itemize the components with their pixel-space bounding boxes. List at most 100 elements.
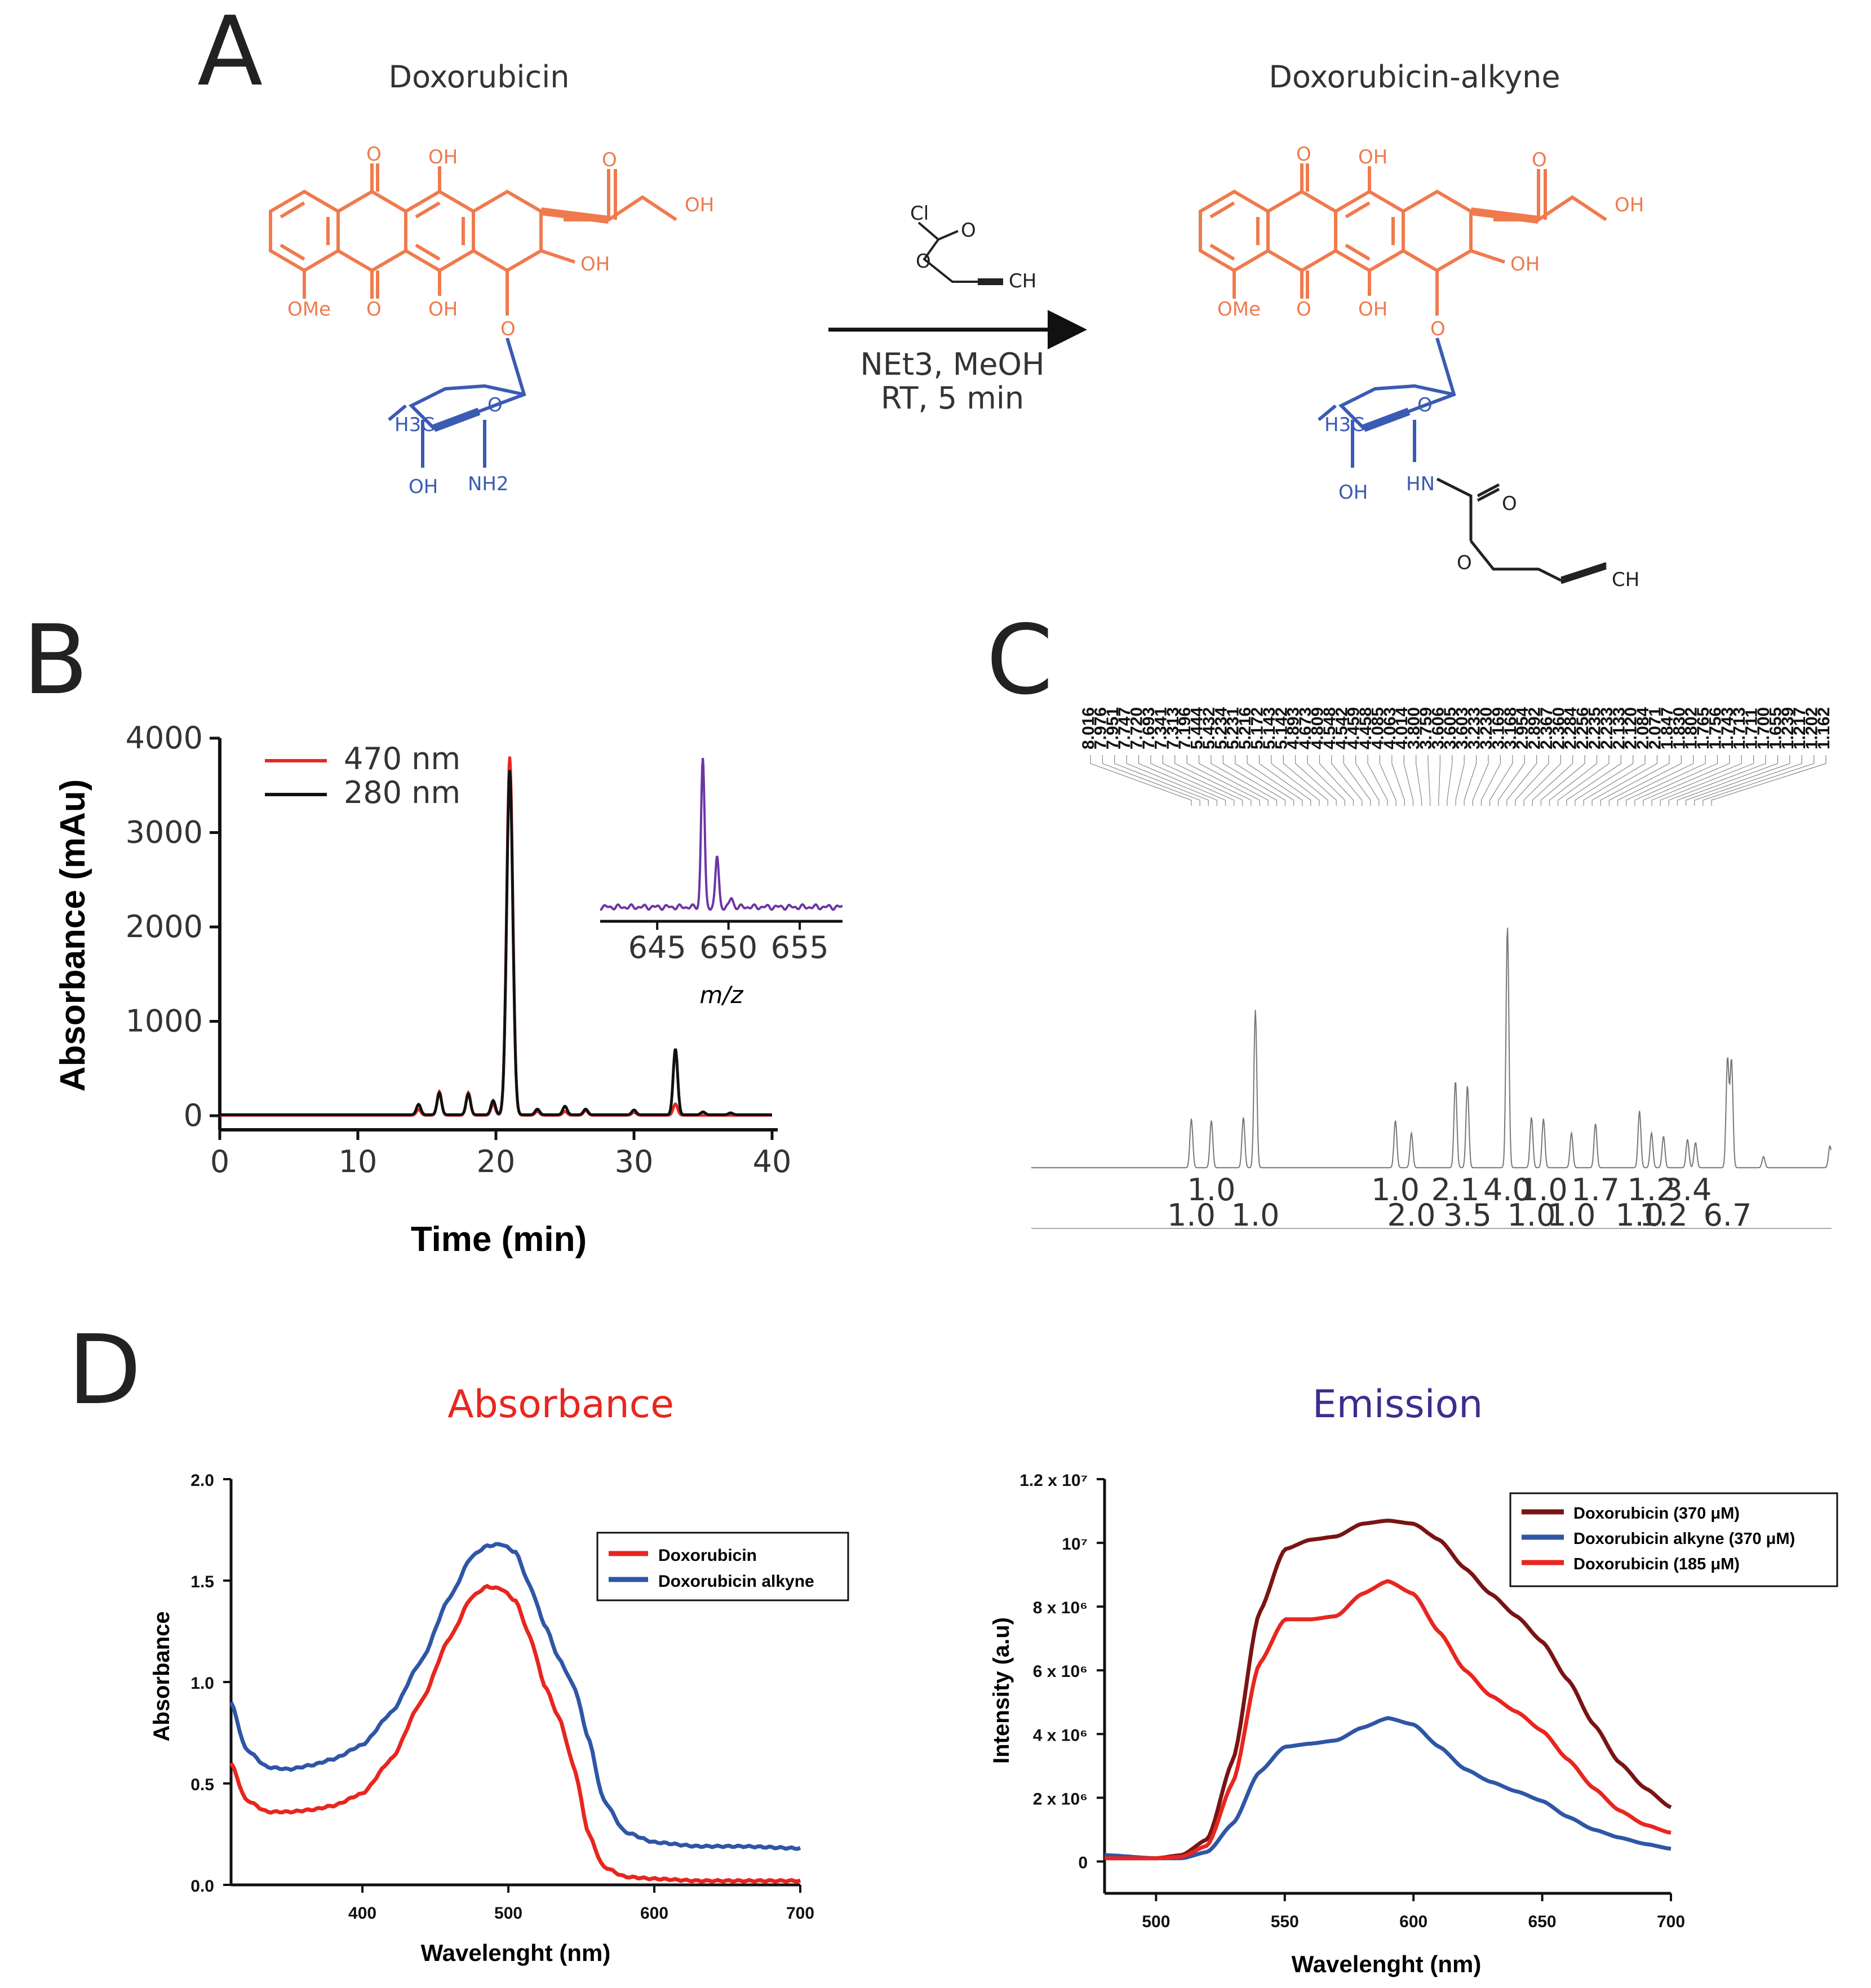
nmr-peak-leader xyxy=(1307,755,1345,806)
nmr-peak-label: 5.172 xyxy=(1248,707,1267,749)
nmr-peak-leader xyxy=(1295,755,1337,806)
nmr-integral: 1.0 xyxy=(1508,1197,1556,1233)
y-tick-label: 1000 xyxy=(126,1004,203,1039)
nmr-peak-leader xyxy=(1558,755,1610,806)
nmr-peak-leader xyxy=(1126,755,1217,806)
nmr-peak-leader xyxy=(1643,755,1730,806)
nmr-peak-label: 7.693 xyxy=(1140,707,1158,749)
nmr-peak-label: 7.313 xyxy=(1164,707,1182,749)
nmr-peak-label: 3.233 xyxy=(1465,707,1484,749)
nmr-integral: 3.4 xyxy=(1663,1172,1712,1208)
nmr-peak-label: 3.800 xyxy=(1405,707,1424,749)
nmr-peak-leader xyxy=(1489,755,1513,806)
hplc-legend: 470 nm 280 nm xyxy=(265,741,460,810)
hplc-chart: 0 1000 2000 3000 4000 0 10 20 30 40 Absorbance (… xyxy=(54,720,843,1259)
nmr-peak-leader xyxy=(1694,755,1802,806)
nmr-peak-label: 1.765 xyxy=(1694,707,1713,749)
atom-o: O xyxy=(1296,298,1311,321)
atom-hn: HN xyxy=(1406,473,1435,495)
nmr-peak-leader xyxy=(1102,755,1200,806)
nmr-integral: 1.2 xyxy=(1628,1172,1676,1208)
nmr-peak-label: 2.367 xyxy=(1537,707,1556,749)
nmr-peak-leader xyxy=(1438,755,1441,806)
nmr-peak-label: 4.809 xyxy=(1308,707,1327,749)
nmr-peak-label: 8.016 xyxy=(1079,707,1098,749)
nmr-peak-label: 2.892 xyxy=(1526,707,1544,749)
nmr-integral: 2.1 xyxy=(1431,1172,1480,1208)
series-line xyxy=(1104,1579,1672,1861)
nmr-peak-leader xyxy=(1472,755,1489,806)
nmr-peak-leader xyxy=(1677,755,1779,806)
inset-tick-label: 645 xyxy=(628,930,686,965)
abs-x-label: Wavelenght (nm) xyxy=(421,1940,611,1966)
atom-o: O xyxy=(1532,149,1547,171)
y-tick-label: 6 x 10⁶ xyxy=(1033,1662,1088,1681)
nmr-peak-leader xyxy=(1271,755,1320,806)
atom-cl: Cl xyxy=(910,202,929,225)
nmr-peak-leader xyxy=(1591,755,1658,806)
series-line xyxy=(229,1542,801,1851)
nmr-peak-label: 1.743 xyxy=(1718,707,1737,749)
nmr-peak-leader xyxy=(1198,755,1269,806)
y-tick-label: 1.0 xyxy=(190,1674,214,1693)
emi-x-label: Wavelenght (nm) xyxy=(1292,1951,1482,1977)
legend-doxorubicin: Doxorubicin xyxy=(658,1546,757,1565)
atom-oh: OH xyxy=(1615,194,1644,216)
y-tick-label: 3000 xyxy=(126,815,203,850)
abs-y-label: Absorbance xyxy=(149,1611,174,1741)
nmr-peak-leader xyxy=(1343,755,1371,806)
nmr-peak-leader xyxy=(1651,755,1742,806)
nmr-peak-leader xyxy=(1367,755,1388,806)
nmr-peak-leader xyxy=(1235,755,1294,806)
y-tick-label: 4 x 10⁶ xyxy=(1033,1726,1088,1745)
nmr-peak-label: 4.014 xyxy=(1393,707,1411,749)
doxorubicin-structure: O OH O OH OH OMe O OH O H3C O OH NH2 xyxy=(269,143,714,498)
abs-legend: Doxorubicin Doxorubicin alkyne xyxy=(596,1532,849,1601)
series-line xyxy=(1104,1716,1672,1861)
atom-oh: OH xyxy=(1510,253,1540,276)
nmr-peak-label: 1.802 xyxy=(1682,707,1701,749)
legend-dox-alkyne-370: Doxorubicin alkyne (370 μM) xyxy=(1573,1530,1795,1548)
x-tick-label: 20 xyxy=(477,1144,516,1179)
nmr-peak-label: 2.133 xyxy=(1610,707,1628,749)
nmr-peak-leader xyxy=(1090,755,1192,806)
nmr-peak-leader xyxy=(1608,755,1682,806)
x-tick-label: 700 xyxy=(786,1904,814,1923)
nmr-peak-leader xyxy=(1464,755,1477,806)
nmr-peak-label: 2.360 xyxy=(1549,707,1568,749)
nmr-peak-label: 4.063 xyxy=(1381,707,1399,749)
legend-dox-185: Doxorubicin (185 μM) xyxy=(1573,1555,1740,1573)
atom-nh2: NH2 xyxy=(468,473,509,495)
nmr-integral: 2.0 xyxy=(1387,1197,1436,1233)
atom-ch: CH xyxy=(1009,270,1036,292)
atom-o: O xyxy=(916,250,931,273)
nmr-peak-label: 1.202 xyxy=(1803,707,1821,749)
nmr-peak-leader xyxy=(1331,755,1363,806)
nmr-peak-label: 7.720 xyxy=(1128,707,1146,749)
x-tick-label: 550 xyxy=(1271,1912,1299,1931)
nmr-peak-label: 3.605 xyxy=(1441,707,1460,749)
nmr-peak-label: 3.603 xyxy=(1453,707,1471,749)
y-tick-label: 0.0 xyxy=(190,1877,214,1896)
legend-470nm: 470 nm xyxy=(344,741,460,776)
panel-label-d: D xyxy=(68,1315,141,1426)
nmr-integral: 4.0 xyxy=(1483,1172,1532,1208)
emission-title: Emission xyxy=(1313,1382,1483,1427)
nmr-peak-label: 3.169 xyxy=(1489,707,1508,749)
atom-oh: OH xyxy=(428,146,458,168)
nmr-integral: 1.2 xyxy=(1639,1197,1688,1233)
y-tick-label: 1.5 xyxy=(190,1573,214,1591)
atom-h3c: H3C xyxy=(1324,414,1364,436)
x-tick-label: 0 xyxy=(210,1144,229,1179)
nmr-peak-label: 4.085 xyxy=(1368,707,1387,749)
nmr-peak-leader xyxy=(1634,755,1718,806)
nmr-peak-leader xyxy=(1403,755,1414,806)
series-line-280nm xyxy=(220,770,772,1116)
hplc-y-label: Absorbance (mAu) xyxy=(54,779,92,1092)
nmr-peak-label: 2.071 xyxy=(1646,707,1664,749)
panel-label-c: C xyxy=(986,605,1053,716)
nmr-peak-label: 5.432 xyxy=(1200,707,1218,749)
nmr-peak-label: 4.542 xyxy=(1332,707,1351,749)
atom-ome: OMe xyxy=(1217,298,1261,321)
nmr-peak-label: 4.893 xyxy=(1284,707,1303,749)
